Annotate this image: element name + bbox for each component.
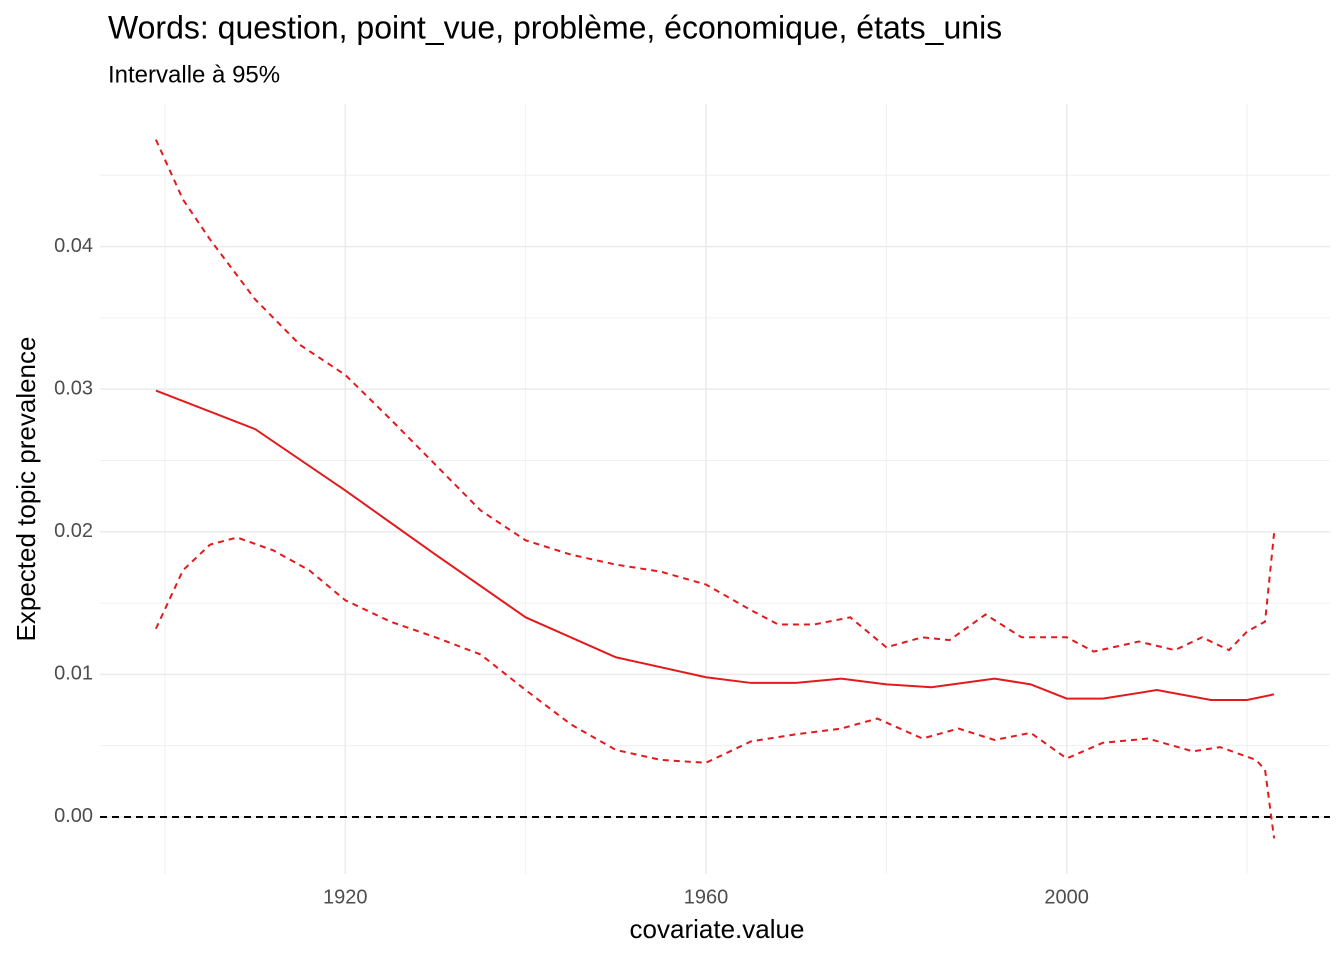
y-tick-label: 0.00 (54, 805, 93, 827)
y-tick-label: 0.02 (54, 520, 93, 542)
x-tick-label: 2000 (1044, 886, 1089, 908)
y-tick-label: 0.01 (54, 663, 93, 685)
y-axis-label: Expected topic prevalence (11, 337, 41, 642)
x-axis-label: covariate.value (630, 914, 805, 944)
x-tick-label: 1920 (323, 886, 368, 908)
series-line (155, 389, 1275, 702)
series-line (154, 139, 1276, 653)
series-line (155, 536, 1276, 839)
y-tick-label: 0.03 (54, 377, 93, 399)
x-tick-label: 1960 (684, 886, 729, 908)
chart-title: Words: question, point_vue, problème, éc… (108, 9, 1002, 45)
y-tick-label: 0.04 (54, 235, 93, 257)
chart-subtitle: Intervalle à 95% (108, 61, 280, 88)
